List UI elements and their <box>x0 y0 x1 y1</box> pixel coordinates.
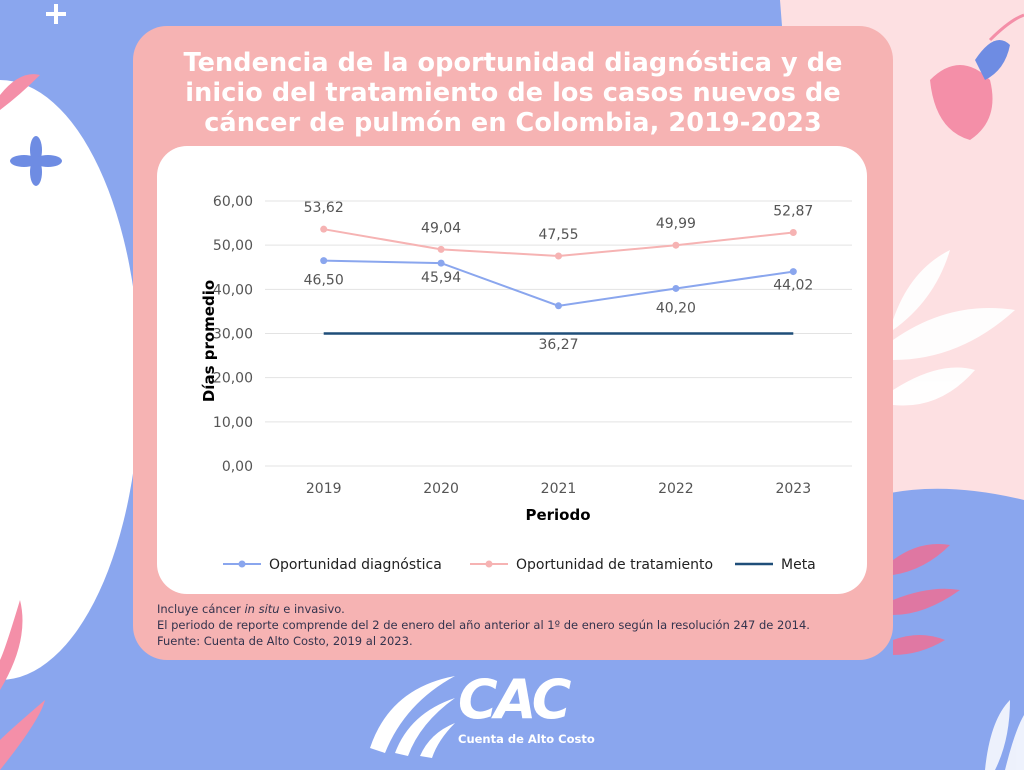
data-point <box>437 245 445 253</box>
legend-marker <box>485 560 493 568</box>
cac-logo: CAC Cuenta de Alto Costo <box>360 668 600 764</box>
footnotes: Incluye cáncer in situ e invasivo. El pe… <box>157 601 867 649</box>
data-label: 52,87 <box>773 203 813 219</box>
x-tick-label: 2020 <box>423 481 459 497</box>
legend-label: Oportunidad diagnóstica <box>269 557 442 573</box>
title-line-1: Tendencia de la oportunidad diagnóstica … <box>183 48 843 78</box>
x-tick-label: 2019 <box>306 481 342 497</box>
y-tick-label: 50,00 <box>213 238 253 254</box>
data-point <box>320 257 328 265</box>
logo-swoosh-icon <box>370 676 455 758</box>
x-tick-label: 2022 <box>658 481 694 497</box>
line-chart: 0,00 10,00 20,00 30,00 40,00 50,00 60,00 2019 2… <box>200 194 852 573</box>
y-tick-label: 0,00 <box>222 459 253 475</box>
x-tick-label: 2023 <box>775 481 811 497</box>
data-label: 46,50 <box>304 273 344 289</box>
y-tick-label: 40,00 <box>213 282 253 298</box>
chart-title: Tendencia de la oportunidad diagnóstica … <box>133 48 893 138</box>
data-point <box>789 228 797 236</box>
pink-fern-icon <box>893 544 960 655</box>
y-axis-label: Días promedio <box>200 280 218 402</box>
y-tick-label: 60,00 <box>213 194 253 210</box>
title-line-2: inicio del tratamiento de los casos nuev… <box>185 78 841 108</box>
footnote-3: Fuente: Cuenta de Alto Costo, 2019 al 20… <box>157 634 413 648</box>
data-label: 44,02 <box>773 278 813 294</box>
data-point <box>320 225 328 233</box>
data-point <box>437 259 445 267</box>
flower-icon <box>10 136 62 186</box>
data-label: 36,27 <box>538 337 578 353</box>
x-axis-label: Periodo <box>525 506 590 524</box>
infographic-card: Tendencia de la oportunidad diagnóstica … <box>133 26 893 660</box>
data-label: 45,94 <box>421 270 461 286</box>
pink-leaf-icon <box>0 74 45 770</box>
logo-text: CAC <box>458 668 571 731</box>
white-fern-icon <box>985 700 1024 770</box>
footnote-1: Incluye cáncer in situ e invasivo. <box>157 602 345 616</box>
data-label: 47,55 <box>538 227 578 243</box>
legend: Oportunidad diagnóstica Oportunidad de tr… <box>223 557 816 573</box>
tulip-icon <box>930 13 1024 140</box>
data-label: 49,04 <box>421 220 461 236</box>
y-tick-label: 10,00 <box>213 415 253 431</box>
legend-marker <box>238 560 246 568</box>
legend-label: Meta <box>781 557 816 573</box>
data-label: 49,99 <box>656 216 696 232</box>
data-point <box>555 302 562 310</box>
logo-subtitle: Cuenta de Alto Costo <box>458 732 595 746</box>
title-line-3: cáncer de pulmón en Colombia, 2019-2023 <box>204 108 822 138</box>
x-tick-label: 2021 <box>541 481 577 497</box>
data-point <box>672 241 680 249</box>
data-label: 40,20 <box>656 300 696 316</box>
data-point <box>555 252 562 260</box>
white-leaves-icon <box>893 250 1015 406</box>
data-point <box>672 284 680 292</box>
footnote-2: El periodo de reporte comprende del 2 de… <box>157 618 810 632</box>
chart-panel: 0,00 10,00 20,00 30,00 40,00 50,00 60,00 2019 2… <box>157 146 867 594</box>
y-tick-label: 20,00 <box>213 371 253 387</box>
data-label: 53,62 <box>304 200 344 216</box>
data-point <box>789 268 797 276</box>
legend-label: Oportunidad de tratamiento <box>516 557 713 573</box>
y-tick-label: 30,00 <box>213 327 253 343</box>
series-line-0 <box>323 259 794 307</box>
